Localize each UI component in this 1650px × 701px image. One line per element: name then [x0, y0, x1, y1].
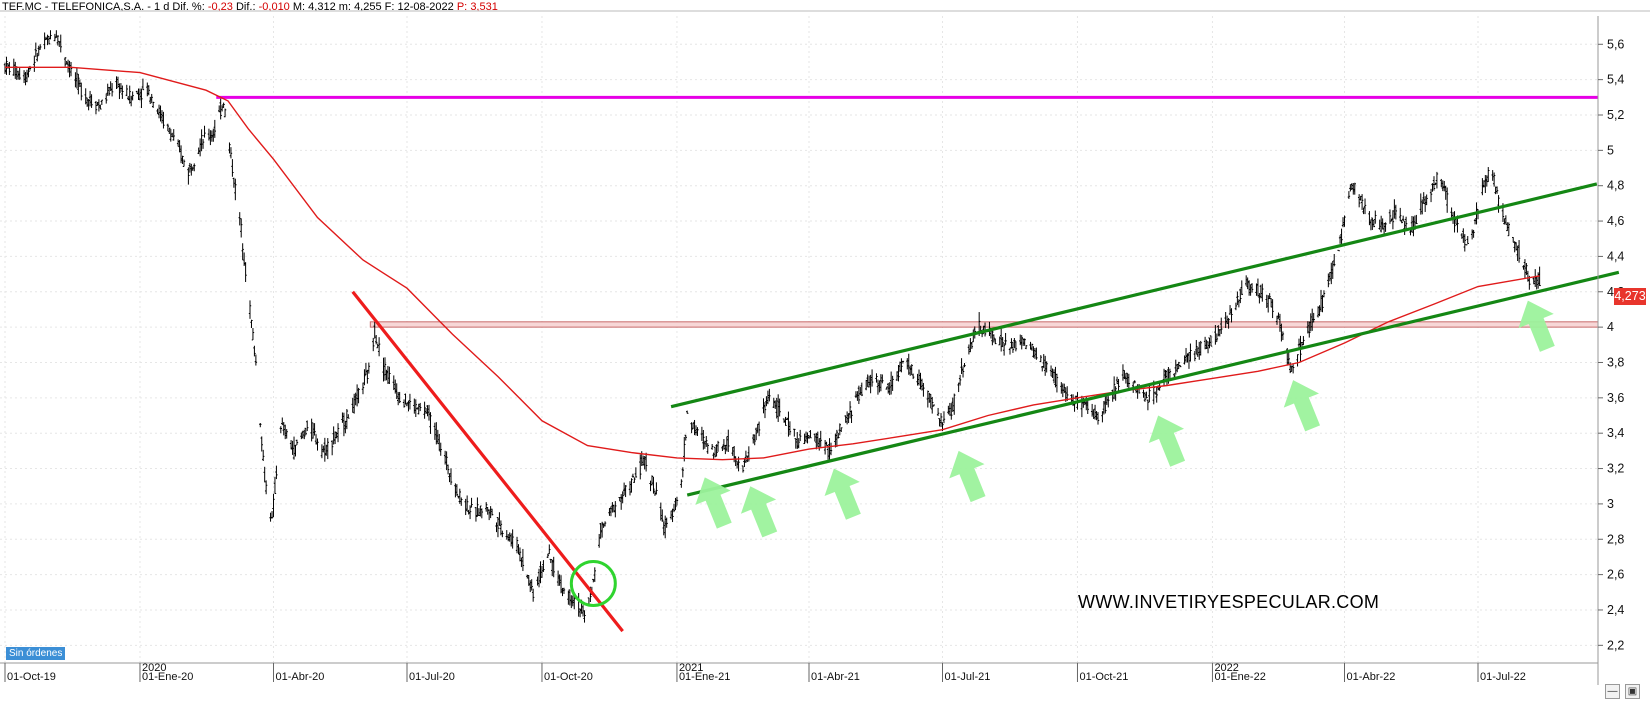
y-tick-label: 4,8 — [1607, 179, 1624, 193]
channel-upper-line — [670, 182, 1598, 409]
x-tick-label: 01-Jul-20 — [409, 671, 455, 683]
y-tick-label: 4 — [1607, 320, 1614, 334]
p-value: 3,531 — [470, 1, 498, 13]
y-tick-label: 3,2 — [1607, 462, 1624, 476]
year-label: 2022 — [1214, 662, 1238, 674]
last-price-tag: 4,273 — [1614, 288, 1646, 305]
arrow-shape — [1283, 380, 1321, 432]
x-tick-label: 01-Jul-22 — [1480, 671, 1526, 683]
p-label: P: — [456, 1, 468, 13]
symbol-label: TEF.MC - TELEFONICA,S.A. — [2, 1, 145, 13]
y-tick-label: 3,8 — [1607, 355, 1624, 369]
axes: 2,22,42,62,833,23,43,63,844,24,44,64,855… — [0, 10, 1650, 685]
header-dash: - — [147, 1, 151, 13]
x-tick-label: 01-Ene-20 — [142, 671, 193, 683]
min-label: m: — [338, 1, 351, 13]
arrow-shape — [740, 486, 778, 538]
year-label: 2020 — [142, 662, 166, 674]
y-tick-label: 2,2 — [1607, 638, 1624, 652]
y-tick-label: 2,6 — [1607, 568, 1624, 582]
x-tick-label: 01-Ene-22 — [1214, 671, 1265, 683]
breakout-circle — [569, 559, 617, 607]
y-tick-label: 4,6 — [1607, 214, 1624, 228]
x-tick-label: 01-Abr-20 — [275, 671, 324, 683]
min-value: 4,255 — [354, 1, 382, 13]
y-tick-label: 2,8 — [1607, 532, 1624, 546]
arrow-up-icon — [824, 468, 861, 520]
y-tick-label: 5 — [1607, 143, 1614, 157]
arrow-shape — [1148, 415, 1186, 467]
arrow-shape — [824, 468, 861, 520]
save-icon[interactable]: ▣ — [1625, 684, 1640, 699]
y-tick-label: 3 — [1607, 497, 1614, 511]
grid — [0, 16, 1598, 663]
max-label: M: — [292, 1, 306, 13]
downtrend-line — [351, 290, 624, 633]
y-tick-label: 5,4 — [1607, 73, 1624, 87]
arrow-up-icon — [695, 477, 732, 529]
dif-pct-value: -0,23 — [207, 1, 233, 13]
x-tick-label: 01-Abr-21 — [811, 671, 860, 683]
arrow-up-icon — [1283, 380, 1321, 432]
x-tick-label: 01-Ene-21 — [679, 671, 730, 683]
date-label: F: — [384, 1, 395, 13]
moving-average-series — [5, 66, 1540, 461]
y-tick-label: 2,4 — [1607, 603, 1624, 617]
x-tick-label: 01-Abr-22 — [1346, 671, 1395, 683]
annotations-front — [351, 182, 1620, 633]
arrow-up-icon — [740, 486, 778, 538]
arrow-up-icon — [1518, 300, 1555, 352]
dif-value: -0,010 — [258, 1, 290, 13]
dif-pct-label: Dif. %: — [172, 1, 205, 13]
y-tick-label: 3,4 — [1607, 426, 1624, 440]
dif-label: Dif.: — [235, 1, 256, 13]
arrow-up-icon — [1148, 415, 1186, 467]
minimize-icon[interactable]: — — [1605, 684, 1620, 699]
year-label: 2021 — [679, 662, 703, 674]
arrow-shape — [695, 477, 732, 529]
x-tick-label: 01-Oct-21 — [1079, 671, 1128, 683]
date-value: 12-08-2022 — [397, 1, 454, 13]
annotations-back — [216, 95, 1599, 328]
x-tick-label: 01-Oct-20 — [544, 671, 593, 683]
y-tick-label: 4,4 — [1607, 249, 1624, 263]
arrow-shape — [1518, 300, 1555, 352]
orders-status-badge[interactable]: Sin órdenes — [6, 647, 66, 660]
max-value: 4,312 — [308, 1, 336, 13]
x-tick-label: 01-Oct-19 — [7, 671, 56, 683]
y-tick-label: 3,6 — [1607, 391, 1624, 405]
y-tick-label: 5,2 — [1607, 108, 1624, 122]
period-label: 1 d — [154, 1, 170, 13]
chart-header: TEF.MC - TELEFONICA,S.A. - 1 d Dif. %: -… — [2, 1, 498, 13]
x-tick-label: 01-Jul-21 — [944, 671, 990, 683]
arrow-up-icon — [949, 450, 986, 503]
y-tick-label: 5,6 — [1607, 37, 1624, 51]
price-series — [3, 30, 1541, 623]
channel-lower-line — [686, 270, 1620, 497]
arrow-shape — [949, 450, 986, 503]
moving-average-line — [5, 66, 1540, 461]
watermark-text: WWW.INVETIRYESPECULAR.COM — [1078, 592, 1380, 612]
